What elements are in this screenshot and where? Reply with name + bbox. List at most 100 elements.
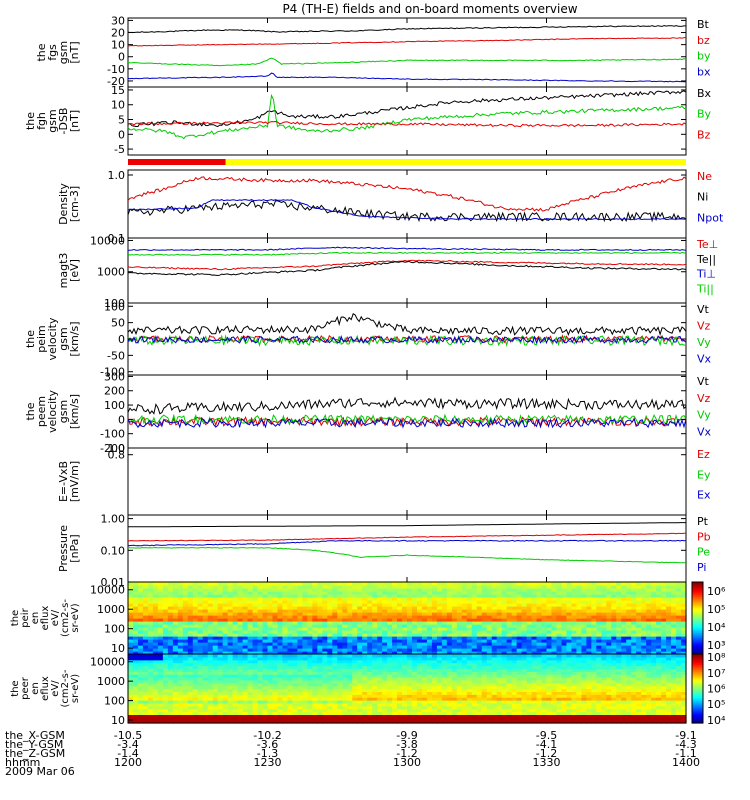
spectrogram-cell (367, 615, 373, 619)
spectrogram-cell (322, 633, 328, 637)
spectrogram-cell (267, 674, 274, 678)
spectrogram-cell (177, 585, 184, 589)
spectrogram-cell (536, 674, 543, 678)
spectrogram-cell (402, 588, 408, 592)
spectrogram-cell (332, 700, 338, 704)
spectrogram-cell (566, 630, 573, 634)
spectrogram-cell (431, 685, 438, 690)
colorbar-cell (692, 589, 703, 592)
spectrogram-cell (631, 591, 637, 595)
spectrogram-cell (561, 691, 568, 695)
legend-entry-efield: Ez (697, 448, 710, 461)
spectrogram-cell (142, 685, 149, 690)
spectrogram-cell (137, 633, 144, 637)
spectrogram-cell (147, 615, 154, 619)
spectrogram-cell (551, 694, 558, 698)
spectrogram-cell (197, 594, 204, 598)
spectrogram-cell (601, 636, 607, 640)
spectrogram-cell (611, 688, 617, 692)
spectrogram-cell (382, 671, 388, 675)
spectrogram-cell (132, 679, 139, 684)
spectrogram-cell (277, 594, 284, 598)
spectrogram-cell (302, 700, 308, 704)
spectrogram-cell (501, 648, 508, 652)
spectrogram-cell (267, 677, 274, 681)
spectrogram-cell (671, 685, 677, 690)
spectrogram-cell (416, 585, 423, 589)
spectrogram-cell (132, 688, 139, 692)
spectrogram-cell (411, 685, 418, 690)
spectrogram-cell (571, 627, 577, 631)
spectrogram-cell (631, 642, 637, 646)
spectrogram-cell (167, 618, 174, 622)
y-tick-label: 50 (111, 317, 125, 330)
spectrogram-cell (426, 697, 433, 701)
spectrogram-cell (491, 697, 498, 701)
spectrogram-cell (656, 679, 662, 684)
spectrogram-cell (426, 600, 433, 604)
spectrogram-cell (157, 651, 164, 655)
series-line-peim-2 (127, 334, 686, 347)
spectrogram-cell (377, 594, 383, 598)
spectrogram-cell (426, 717, 433, 721)
spectrogram-cell (606, 714, 612, 718)
spectrogram-cell (287, 711, 294, 715)
spectrogram-cell (431, 677, 438, 681)
spectrogram-cell (631, 717, 637, 721)
y-tick-label: -10 (107, 63, 125, 76)
spectrogram-cell (431, 582, 438, 586)
spectrogram-cell (247, 603, 254, 607)
spectrogram-cell (671, 651, 677, 655)
spectrogram-cell (601, 585, 607, 589)
spectrogram-cell (581, 588, 587, 592)
spectrogram-cell (142, 630, 149, 634)
spectrogram-cell (496, 639, 503, 643)
spectrogram-cell (227, 705, 234, 710)
spectrogram-cell (451, 633, 458, 637)
spectrogram-cell (327, 627, 333, 631)
spectrogram-cell (566, 597, 573, 601)
spectrogram-cell (591, 642, 597, 646)
spectrogram-cell (187, 720, 194, 724)
spectrogram-cell (631, 705, 637, 710)
spectrogram-cell (586, 679, 592, 684)
spectrogram-cell (202, 627, 209, 631)
spectrogram-cell (586, 688, 592, 692)
spectrogram-cell (606, 708, 612, 713)
spectrogram-cell (177, 627, 184, 631)
spectrogram-cell (362, 720, 368, 724)
spectrogram-cell (342, 603, 348, 607)
spectrogram-cell (536, 720, 543, 724)
spectrogram-cell (237, 582, 244, 586)
spectrogram-cell (222, 677, 229, 681)
spectrogram-cell (521, 582, 528, 586)
spectrogram-cell (511, 612, 518, 616)
spectrogram-cell (177, 636, 184, 640)
spectrogram-cell (476, 594, 483, 598)
spectrogram-cell (496, 677, 503, 681)
spectrogram-cell (312, 642, 318, 646)
spectrogram-cell (456, 624, 463, 628)
spectrogram-cell (546, 708, 553, 713)
spectrogram-cell (596, 702, 602, 707)
spectrogram-cell (441, 600, 448, 604)
spectrogram-cell (546, 591, 553, 595)
spectrogram-cell (372, 636, 378, 640)
spectrogram-cell (646, 633, 652, 637)
spectrogram-cell (646, 606, 652, 610)
spectrogram-cell (377, 694, 383, 698)
spectrogram-cell (446, 717, 453, 721)
spectrogram-cell (586, 627, 592, 631)
spectrogram-cell (172, 639, 179, 643)
y-tick-label: 100 (104, 399, 125, 412)
spectrogram-cell (217, 682, 224, 687)
spectrogram-cell (671, 585, 677, 589)
spectrogram-cell (586, 633, 592, 637)
spectrogram-cell (407, 624, 413, 628)
spectrogram-cell (461, 717, 468, 721)
spectrogram-cell (372, 627, 378, 631)
spectrogram-cell (202, 720, 209, 724)
y-tick-label: 0.01 (101, 576, 126, 589)
spectrogram-cell (491, 711, 498, 715)
spectrogram-cell (556, 694, 563, 698)
